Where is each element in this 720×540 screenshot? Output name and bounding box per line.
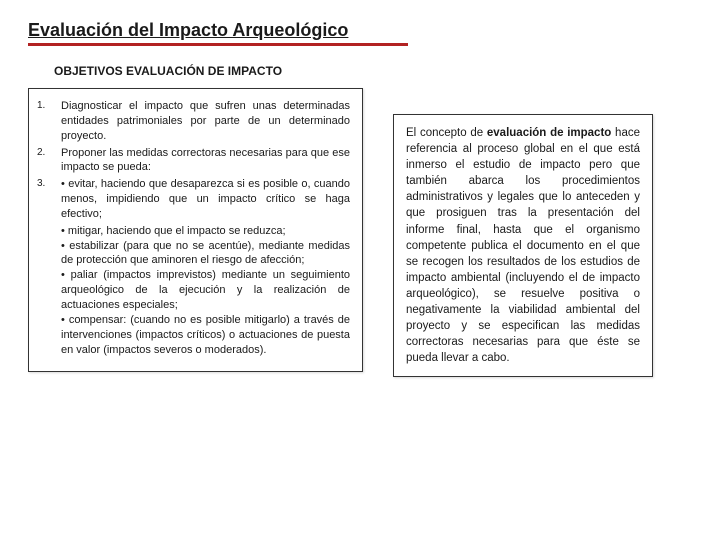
bullet-text: • compensar: (cuando no es posible mitig… bbox=[61, 313, 350, 358]
list-item: 2. Proponer las medidas correctoras nece… bbox=[37, 146, 350, 176]
accent-underline bbox=[28, 43, 408, 46]
bullet-text: • estabilizar (para que no se acentúe), … bbox=[61, 239, 350, 269]
section-subtitle: OBJETIVOS EVALUACIÓN DE IMPACTO bbox=[54, 64, 692, 78]
item-text: Diagnosticar el impacto que sufren unas … bbox=[61, 99, 350, 144]
item-text: • evitar, haciendo que desaparezca si es… bbox=[61, 177, 350, 222]
list-item: 3. • evitar, haciendo que desaparezca si… bbox=[37, 177, 350, 222]
bullet-text: • paliar (impactos imprevistos) mediante… bbox=[61, 268, 350, 313]
concept-lead: El concepto de bbox=[406, 127, 487, 139]
item-number: 1. bbox=[37, 99, 61, 144]
list-item: 1. Diagnosticar el impacto que sufren un… bbox=[37, 99, 350, 144]
item-text: Proponer las medidas correctoras necesar… bbox=[61, 146, 350, 176]
concept-bold-term: evaluación de impacto bbox=[487, 127, 611, 139]
content-row: 1. Diagnosticar el impacto que sufren un… bbox=[28, 88, 692, 377]
bullet-text: • mitigar, haciendo que el impacto se re… bbox=[61, 224, 350, 239]
concept-rest: hace referencia al proceso global en el … bbox=[406, 127, 640, 364]
item-number: 3. bbox=[37, 177, 61, 222]
objectives-box: 1. Diagnosticar el impacto que sufren un… bbox=[28, 88, 363, 372]
concept-box: El concepto de evaluación de impacto hac… bbox=[393, 114, 653, 377]
page-title: Evaluación del Impacto Arqueológico bbox=[28, 20, 692, 41]
item-number: 2. bbox=[37, 146, 61, 176]
